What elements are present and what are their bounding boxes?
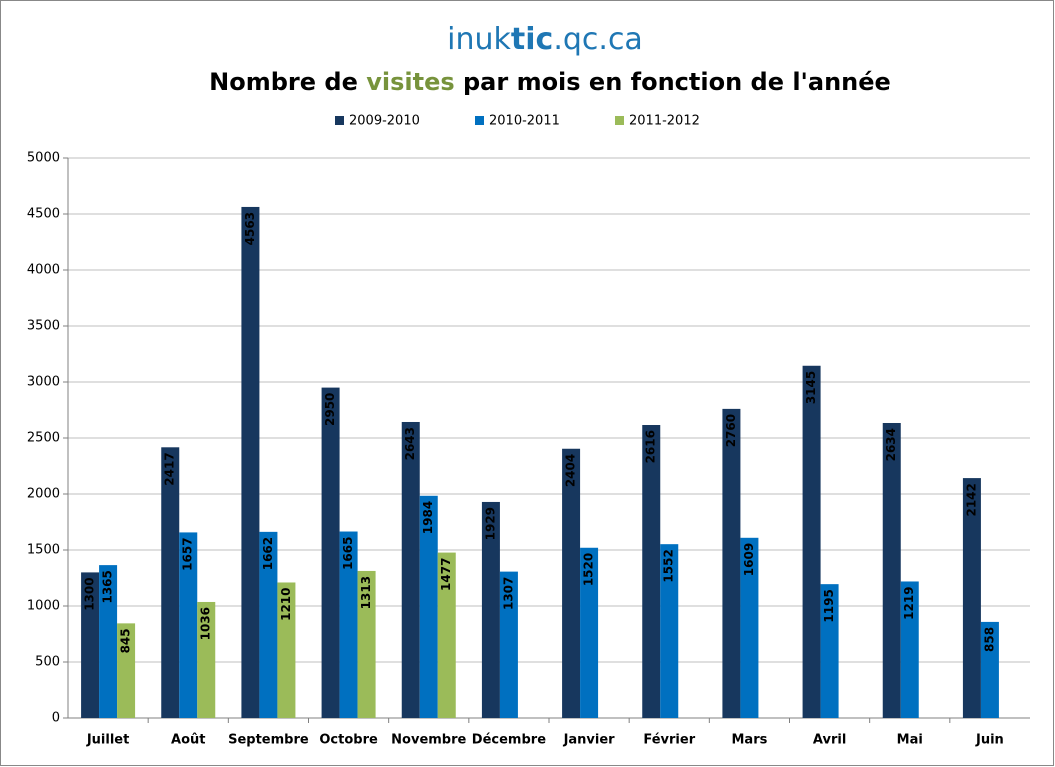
title-part: Nombre de bbox=[209, 68, 366, 96]
bar bbox=[740, 537, 759, 718]
y-tick-label: 2000 bbox=[27, 487, 60, 502]
bar bbox=[357, 570, 376, 718]
site-name: inuktic.qc.ca bbox=[447, 22, 643, 57]
data-label: 3145 bbox=[804, 371, 818, 404]
data-label: 2643 bbox=[403, 427, 417, 460]
bar bbox=[161, 447, 180, 718]
bar bbox=[419, 495, 438, 718]
x-tick-label: Novembre bbox=[391, 733, 466, 748]
bar bbox=[99, 565, 118, 718]
bar bbox=[802, 365, 821, 718]
data-label: 1662 bbox=[261, 537, 275, 570]
bar bbox=[277, 582, 296, 718]
data-label: 4563 bbox=[243, 212, 257, 245]
title-part: visites bbox=[366, 68, 454, 96]
bar bbox=[580, 547, 599, 718]
data-label: 1300 bbox=[83, 577, 97, 610]
bar bbox=[321, 387, 340, 718]
legend-swatch bbox=[475, 116, 484, 125]
bar bbox=[339, 531, 358, 718]
bar bbox=[962, 478, 981, 718]
y-tick-label: 0 bbox=[52, 711, 60, 726]
y-tick-label: 3000 bbox=[27, 375, 60, 390]
bar bbox=[642, 425, 661, 718]
data-label: 2404 bbox=[564, 454, 578, 487]
bar bbox=[81, 572, 100, 718]
legend-label: 2009-2010 bbox=[349, 114, 420, 129]
x-tick-label: Janvier bbox=[563, 733, 616, 748]
data-label: 2142 bbox=[964, 483, 978, 516]
bar bbox=[562, 448, 581, 718]
data-label: 2417 bbox=[163, 452, 177, 485]
data-label: 1365 bbox=[101, 570, 115, 603]
data-label: 1219 bbox=[902, 586, 916, 619]
y-tick-label: 1500 bbox=[27, 543, 60, 558]
bar bbox=[117, 623, 136, 718]
x-tick-label: Septembre bbox=[228, 733, 309, 748]
site-part: inuk bbox=[447, 22, 511, 57]
legend-swatch bbox=[335, 116, 344, 125]
x-tick-label: Juillet bbox=[86, 733, 130, 748]
y-tick-label: 3500 bbox=[27, 319, 60, 334]
legend-label: 2010-2011 bbox=[489, 114, 560, 129]
y-tick-label: 2500 bbox=[27, 431, 60, 446]
y-tick-label: 1000 bbox=[27, 599, 60, 614]
bar bbox=[437, 552, 456, 718]
data-label: 2760 bbox=[724, 414, 738, 447]
data-label: 1929 bbox=[483, 507, 497, 540]
bar bbox=[882, 422, 901, 718]
bar bbox=[401, 421, 420, 718]
data-label: 1307 bbox=[501, 577, 515, 610]
x-tick-label: Août bbox=[171, 733, 205, 748]
bar bbox=[197, 601, 216, 718]
x-tick-label: Octobre bbox=[319, 733, 378, 748]
bar bbox=[499, 571, 518, 718]
x-tick-label: Juin bbox=[975, 733, 1004, 748]
site-part: .qc.ca bbox=[553, 22, 643, 57]
data-label: 1195 bbox=[822, 589, 836, 622]
bar bbox=[179, 532, 198, 718]
x-tick-label: Mars bbox=[731, 733, 767, 748]
data-label: 1657 bbox=[181, 537, 195, 570]
chart-title: Nombre de visites par mois en fonction d… bbox=[209, 68, 891, 96]
data-label: 1210 bbox=[279, 587, 293, 620]
bar bbox=[259, 531, 278, 718]
bar bbox=[660, 544, 679, 718]
data-label: 1520 bbox=[582, 553, 596, 586]
bar bbox=[241, 206, 260, 718]
y-tick-label: 4500 bbox=[27, 207, 60, 222]
y-tick-label: 4000 bbox=[27, 263, 60, 278]
x-tick-label: Février bbox=[643, 733, 695, 748]
data-label: 1984 bbox=[421, 501, 435, 534]
data-label: 1036 bbox=[199, 607, 213, 640]
title-part: par mois en fonction de l'année bbox=[455, 68, 891, 96]
x-tick-label: Mai bbox=[897, 733, 923, 748]
data-label: 2616 bbox=[644, 430, 658, 463]
x-tick-label: Décembre bbox=[472, 733, 546, 748]
bar bbox=[722, 408, 741, 718]
bar bbox=[481, 501, 500, 718]
site-part: tic bbox=[511, 22, 553, 57]
data-label: 2950 bbox=[323, 393, 337, 426]
x-tick-label: Avril bbox=[813, 733, 846, 748]
y-tick-label: 5000 bbox=[27, 151, 60, 166]
legend-label: 2011-2012 bbox=[629, 114, 700, 129]
data-label: 1313 bbox=[359, 576, 373, 609]
data-label: 1609 bbox=[742, 543, 756, 576]
data-label: 1665 bbox=[341, 537, 355, 570]
data-label: 845 bbox=[119, 628, 133, 653]
bar bbox=[900, 581, 919, 718]
data-label: 858 bbox=[982, 627, 996, 652]
y-tick-label: 500 bbox=[35, 655, 60, 670]
data-label: 1477 bbox=[439, 558, 453, 591]
bar bbox=[820, 584, 839, 718]
legend-swatch bbox=[615, 116, 624, 125]
data-label: 2634 bbox=[884, 428, 898, 461]
data-label: 1552 bbox=[662, 549, 676, 582]
bar bbox=[980, 621, 999, 718]
